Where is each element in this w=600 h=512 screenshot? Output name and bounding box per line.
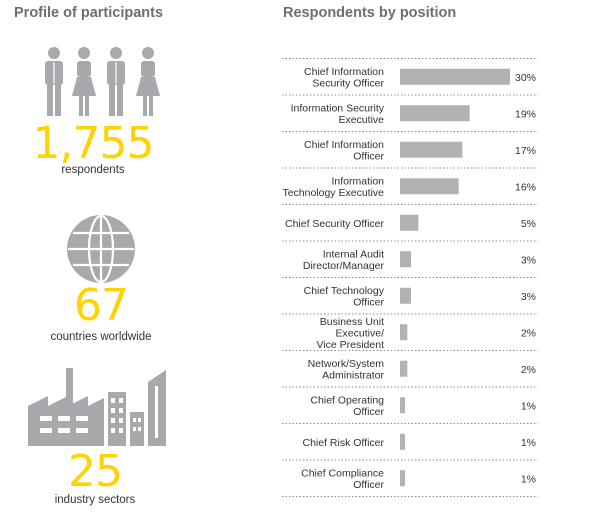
sectors-label: industry sectors bbox=[54, 494, 136, 506]
category-label: Chief Risk Officer bbox=[303, 437, 385, 449]
category-label: Chief Security Officer bbox=[285, 218, 385, 230]
people-icon bbox=[45, 47, 160, 116]
bar bbox=[400, 360, 408, 377]
bar bbox=[400, 397, 405, 414]
category-label: Chief Compliance Officer bbox=[301, 468, 384, 492]
sectors-number: 25 bbox=[68, 446, 123, 497]
bar bbox=[400, 214, 419, 231]
value-label: 1% bbox=[521, 437, 536, 449]
chart-title: Respondents by position bbox=[283, 5, 457, 21]
bar bbox=[400, 141, 463, 158]
value-label: 16% bbox=[515, 181, 536, 193]
category-label: Information Security Executive bbox=[291, 103, 385, 127]
category-label: Chief Information Officer bbox=[304, 139, 384, 163]
bar bbox=[400, 287, 411, 304]
category-label: Business Unit Executive/Vice President bbox=[316, 316, 384, 351]
value-label: 2% bbox=[521, 327, 536, 339]
category-label: Information Technology Executive bbox=[282, 176, 384, 200]
category-label: Chief Information Security Officer bbox=[304, 66, 384, 90]
bar bbox=[400, 470, 405, 487]
industry-icon bbox=[28, 368, 166, 446]
category-label: Chief Operating Officer bbox=[310, 395, 384, 419]
bar bbox=[400, 105, 470, 122]
position-bar-chart: Chief Information Security Officer 30% Info… bbox=[282, 58, 538, 497]
category-label: Network/System Administrator bbox=[308, 358, 385, 382]
profile-title: Profile of participants bbox=[14, 5, 164, 21]
value-label: 1% bbox=[521, 400, 536, 412]
value-label: 1% bbox=[521, 473, 536, 485]
bar bbox=[400, 324, 408, 341]
countries-label: countries worldwide bbox=[50, 331, 152, 343]
value-label: 5% bbox=[521, 218, 536, 230]
value-label: 3% bbox=[521, 254, 536, 266]
value-label: 19% bbox=[515, 108, 536, 120]
value-label: 3% bbox=[521, 291, 536, 303]
category-label: Chief Technology Officer bbox=[304, 285, 385, 309]
bar bbox=[400, 68, 510, 85]
globe-icon bbox=[67, 214, 135, 284]
value-label: 30% bbox=[515, 72, 536, 84]
bar bbox=[400, 251, 411, 268]
value-label: 2% bbox=[521, 364, 536, 376]
respondents-label: respondents bbox=[61, 164, 125, 176]
value-label: 17% bbox=[515, 145, 536, 157]
category-label: Internal Audit Director/Manager bbox=[303, 249, 385, 273]
bar bbox=[400, 178, 459, 195]
bar bbox=[400, 433, 405, 450]
countries-number: 67 bbox=[74, 280, 129, 331]
respondents-number: 1,755 bbox=[32, 118, 155, 169]
